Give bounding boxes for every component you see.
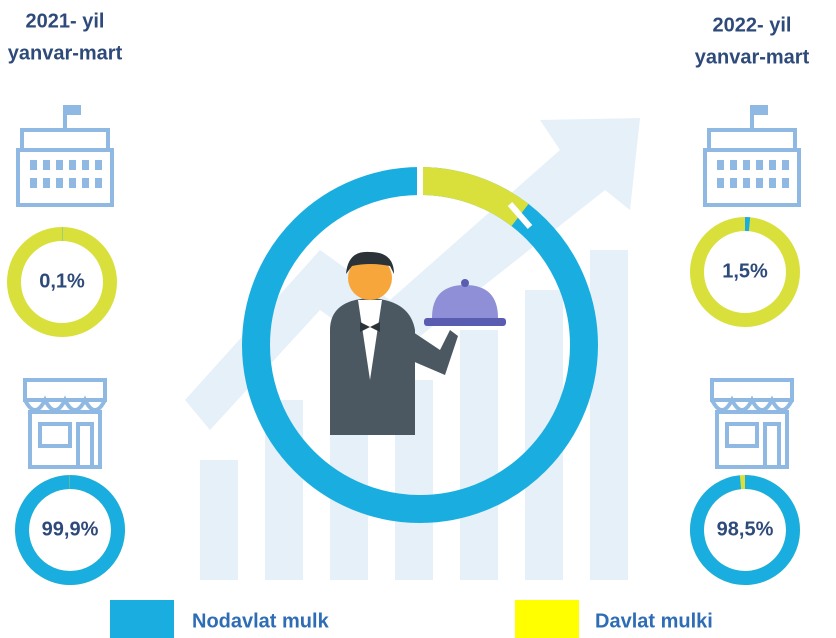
building-window <box>30 160 37 170</box>
building-window <box>69 178 76 188</box>
building-window <box>43 178 50 188</box>
legend-label: Davlat mulki <box>595 610 713 632</box>
building-window <box>730 160 737 170</box>
columns: 2021- yil yanvar-mart 0,1% 99,9% 2022- yil ya… <box>7 10 810 585</box>
building-window <box>56 160 63 170</box>
legend-swatch <box>515 600 579 638</box>
building-icon <box>20 128 110 152</box>
big-donut <box>242 165 598 523</box>
building-icon <box>703 148 801 207</box>
shop-icon <box>725 422 759 448</box>
shop-icon <box>38 422 72 448</box>
building-window <box>743 160 750 170</box>
shop-icon <box>28 410 102 469</box>
period-title: yanvar-mart <box>8 42 123 64</box>
building-window <box>56 178 63 188</box>
shop-icon <box>23 395 107 412</box>
building-window <box>743 178 750 188</box>
building-window <box>82 160 89 170</box>
legend-swatch <box>110 600 174 638</box>
donut-label: 98,5% <box>717 518 774 540</box>
shop-icon <box>763 422 781 469</box>
legend: Nodavlat mulk Davlat mulki <box>110 600 713 638</box>
building-window <box>769 178 776 188</box>
donut-label: 1,5% <box>722 260 768 282</box>
donut-label: 0,1% <box>39 270 85 292</box>
period-title: yanvar-mart <box>695 46 810 68</box>
waiter-icon <box>330 251 506 435</box>
building-window <box>30 178 37 188</box>
building-window <box>82 178 89 188</box>
building-window <box>782 178 789 188</box>
building-window <box>43 160 50 170</box>
period-title: 2022- yil <box>713 14 792 36</box>
donut-segment <box>15 475 125 585</box>
shop-icon <box>715 410 789 469</box>
building-icon <box>65 105 81 115</box>
period-title: 2021- yil <box>26 10 105 32</box>
building-icon <box>16 148 114 207</box>
period-column: 2021- yil yanvar-mart 0,1% 99,9% <box>7 10 125 585</box>
building-window <box>69 160 76 170</box>
shop-icon <box>76 422 94 469</box>
building-window <box>95 160 102 170</box>
period-column: 2022- yil yanvar-mart 1,5% 98,5% <box>690 14 810 585</box>
building-icon <box>707 128 797 152</box>
building-icon <box>752 105 768 115</box>
building-window <box>730 178 737 188</box>
building-window <box>756 178 763 188</box>
building-window <box>717 160 724 170</box>
building-window <box>95 178 102 188</box>
building-window <box>717 178 724 188</box>
shop-icon <box>710 395 794 412</box>
building-window <box>782 160 789 170</box>
building-window <box>756 160 763 170</box>
donut-segment <box>690 475 800 585</box>
legend-label: Nodavlat mulk <box>192 610 330 632</box>
building-window <box>769 160 776 170</box>
donut-label: 99,9% <box>42 518 99 540</box>
